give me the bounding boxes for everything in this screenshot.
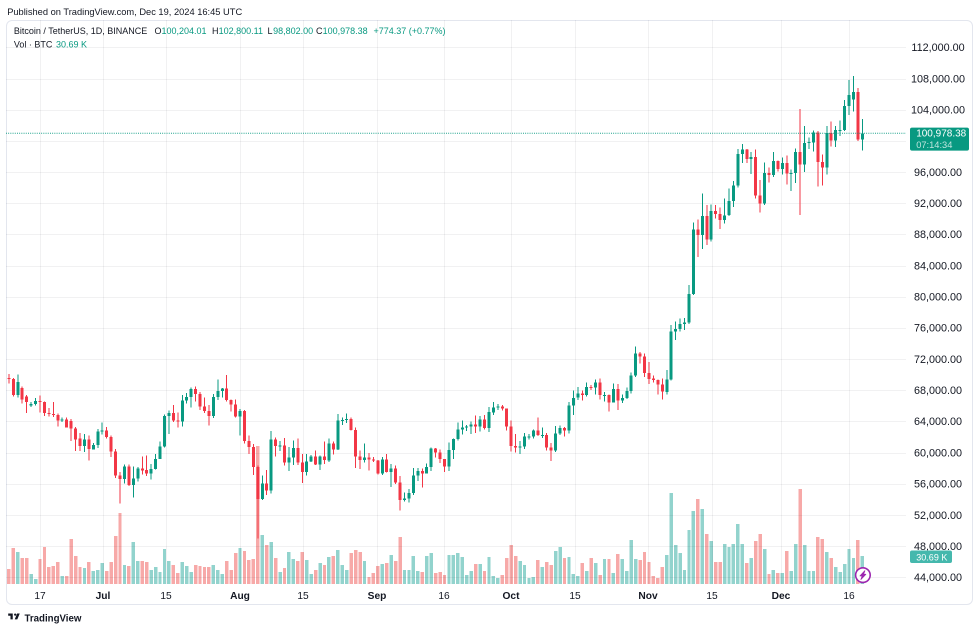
svg-text:Jul: Jul [96,591,111,602]
svg-text:H: H [212,26,219,36]
svg-text:88,000.00: 88,000.00 [914,229,962,241]
svg-text:98,802.00: 98,802.00 [273,26,313,36]
svg-text:15: 15 [706,591,718,602]
svg-text:44,000.00: 44,000.00 [914,572,962,584]
svg-text:Vol · BTC: Vol · BTC [14,39,53,49]
svg-text:Sep: Sep [368,591,387,602]
svg-text:108,000.00: 108,000.00 [911,73,965,85]
svg-text:17: 17 [34,591,46,602]
svg-text:+774.37 (+0.77%): +774.37 (+0.77%) [374,26,446,36]
svg-text:Aug: Aug [230,591,250,602]
svg-text:Nov: Nov [638,591,658,602]
svg-text:15: 15 [160,591,172,602]
svg-text:C: C [316,26,323,36]
svg-text:84,000.00: 84,000.00 [914,260,962,272]
svg-text:30.69 K: 30.69 K [916,552,947,562]
svg-text:102,800.11: 102,800.11 [219,26,263,36]
svg-text:104,000.00: 104,000.00 [911,105,965,117]
svg-text:100,978.38: 100,978.38 [323,26,368,36]
svg-text:TradingView: TradingView [25,613,82,624]
svg-text:80,000.00: 80,000.00 [914,292,962,304]
svg-text:Published on TradingView.com,: Published on TradingView.com, Dec 19, 20… [7,7,242,17]
svg-text:L: L [268,26,273,36]
svg-text:56,000.00: 56,000.00 [914,479,962,491]
svg-text:76,000.00: 76,000.00 [914,323,962,335]
svg-text:92,000.00: 92,000.00 [914,198,962,210]
svg-text:16: 16 [843,591,855,602]
svg-text:07:14:34: 07:14:34 [916,140,952,150]
svg-text:52,000.00: 52,000.00 [914,510,962,522]
svg-text:O: O [155,26,162,36]
svg-text:Bitcoin / TetherUS, 1D, BINANC: Bitcoin / TetherUS, 1D, BINANCE [14,26,147,36]
svg-text:Oct: Oct [503,591,521,602]
svg-text:68,000.00: 68,000.00 [914,385,962,397]
svg-text:72,000.00: 72,000.00 [914,354,962,366]
svg-text:96,000.00: 96,000.00 [914,167,962,179]
svg-text:60,000.00: 60,000.00 [914,447,962,459]
svg-text:100,978.38: 100,978.38 [916,129,966,140]
svg-text:100,204.01: 100,204.01 [162,26,207,36]
svg-text:15: 15 [569,591,581,602]
svg-text:Dec: Dec [772,591,791,602]
svg-text:112,000.00: 112,000.00 [911,42,964,54]
svg-text:16: 16 [438,591,450,602]
svg-text:30.69 K: 30.69 K [56,39,87,49]
svg-text:48,000.00: 48,000.00 [914,541,962,553]
svg-text:64,000.00: 64,000.00 [914,416,962,428]
svg-text:15: 15 [297,591,309,602]
